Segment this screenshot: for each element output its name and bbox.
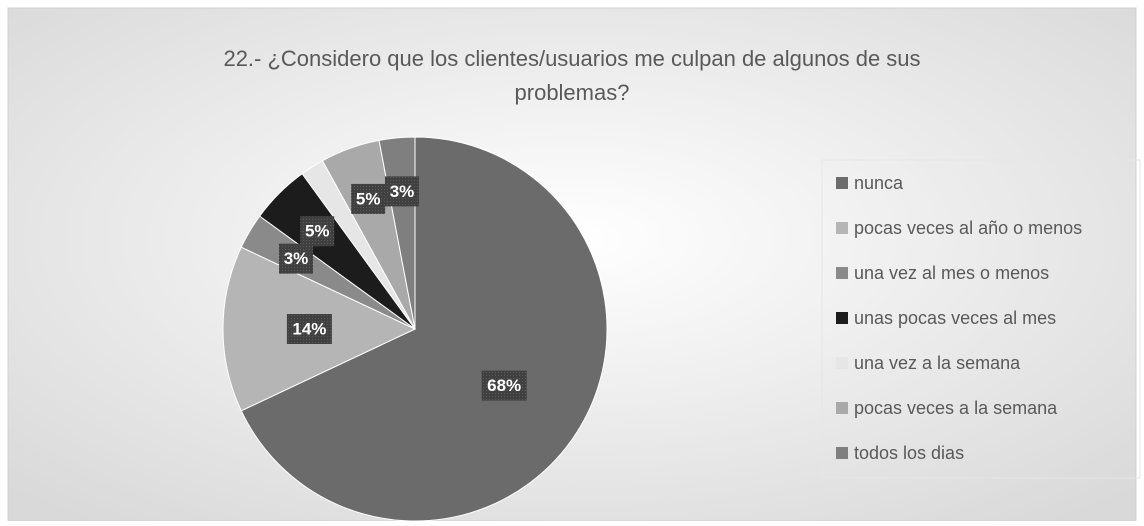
data-label-box (351, 183, 386, 214)
data-label: 5% (356, 189, 381, 208)
legend-label: una vez al mes o menos (854, 263, 1049, 283)
data-label: 3% (284, 249, 309, 268)
legend-swatch (836, 447, 848, 459)
data-label: 3% (390, 182, 415, 201)
data-label-box (300, 216, 335, 247)
data-label-box (384, 176, 419, 207)
data-label-box (286, 314, 332, 344)
legend-frame (821, 159, 1141, 479)
legend-label: una vez a la semana (854, 353, 1021, 373)
legend-swatch (836, 267, 848, 279)
data-label-box (279, 243, 314, 274)
legend-label: nunca (854, 173, 904, 193)
legend-label: todos los dias (854, 443, 964, 463)
data-label: 14% (292, 319, 326, 338)
legend-label: pocas veces a la semana (854, 398, 1058, 418)
legend-swatch (836, 222, 848, 234)
data-label-box (481, 370, 527, 401)
legend-label: pocas veces al año o menos (854, 218, 1082, 238)
data-label: 68% (487, 376, 521, 395)
chart-title: 22.- ¿Considero que los clientes/usuario… (223, 46, 920, 105)
legend-swatch (836, 357, 848, 369)
legend-swatch (836, 312, 848, 324)
pie-slice (240, 136, 608, 522)
legend-swatch (836, 402, 848, 414)
legend-label: unas pocas veces al mes (854, 308, 1056, 328)
legend-swatch (836, 177, 848, 189)
data-label: 5% (305, 222, 330, 241)
